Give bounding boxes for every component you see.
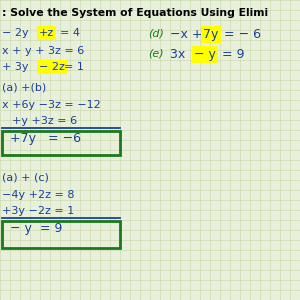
Text: +z: +z xyxy=(39,28,54,38)
Text: − y  = 9: − y = 9 xyxy=(10,222,62,235)
Text: x +6y −3z = −12: x +6y −3z = −12 xyxy=(2,100,101,110)
Text: = − 6: = − 6 xyxy=(224,28,261,41)
Text: + 3y: + 3y xyxy=(2,62,32,72)
Text: − y: − y xyxy=(194,48,216,61)
Text: − 2z: − 2z xyxy=(39,62,65,72)
Text: +7y   = −6: +7y = −6 xyxy=(10,132,81,145)
Text: (d): (d) xyxy=(148,28,164,38)
Text: +y +3z = 6: +y +3z = 6 xyxy=(12,116,77,126)
Text: 3x: 3x xyxy=(170,48,189,61)
Text: x + y + 3z = 6: x + y + 3z = 6 xyxy=(2,46,84,56)
Text: − 2y: − 2y xyxy=(2,28,32,38)
Text: (a) +(b): (a) +(b) xyxy=(2,82,46,92)
Text: −x +: −x + xyxy=(170,28,206,41)
Text: (a) + (c): (a) + (c) xyxy=(2,172,49,182)
Text: = 9: = 9 xyxy=(222,48,244,61)
Text: (e): (e) xyxy=(148,48,164,58)
Text: +3y −2z = 1: +3y −2z = 1 xyxy=(2,206,74,216)
Text: = 4: = 4 xyxy=(60,28,80,38)
Text: 7y: 7y xyxy=(203,28,218,41)
Text: : Solve the System of Equations Using Elimi: : Solve the System of Equations Using El… xyxy=(2,8,268,18)
Text: = 1: = 1 xyxy=(64,62,84,72)
Text: −4y +2z = 8: −4y +2z = 8 xyxy=(2,190,74,200)
